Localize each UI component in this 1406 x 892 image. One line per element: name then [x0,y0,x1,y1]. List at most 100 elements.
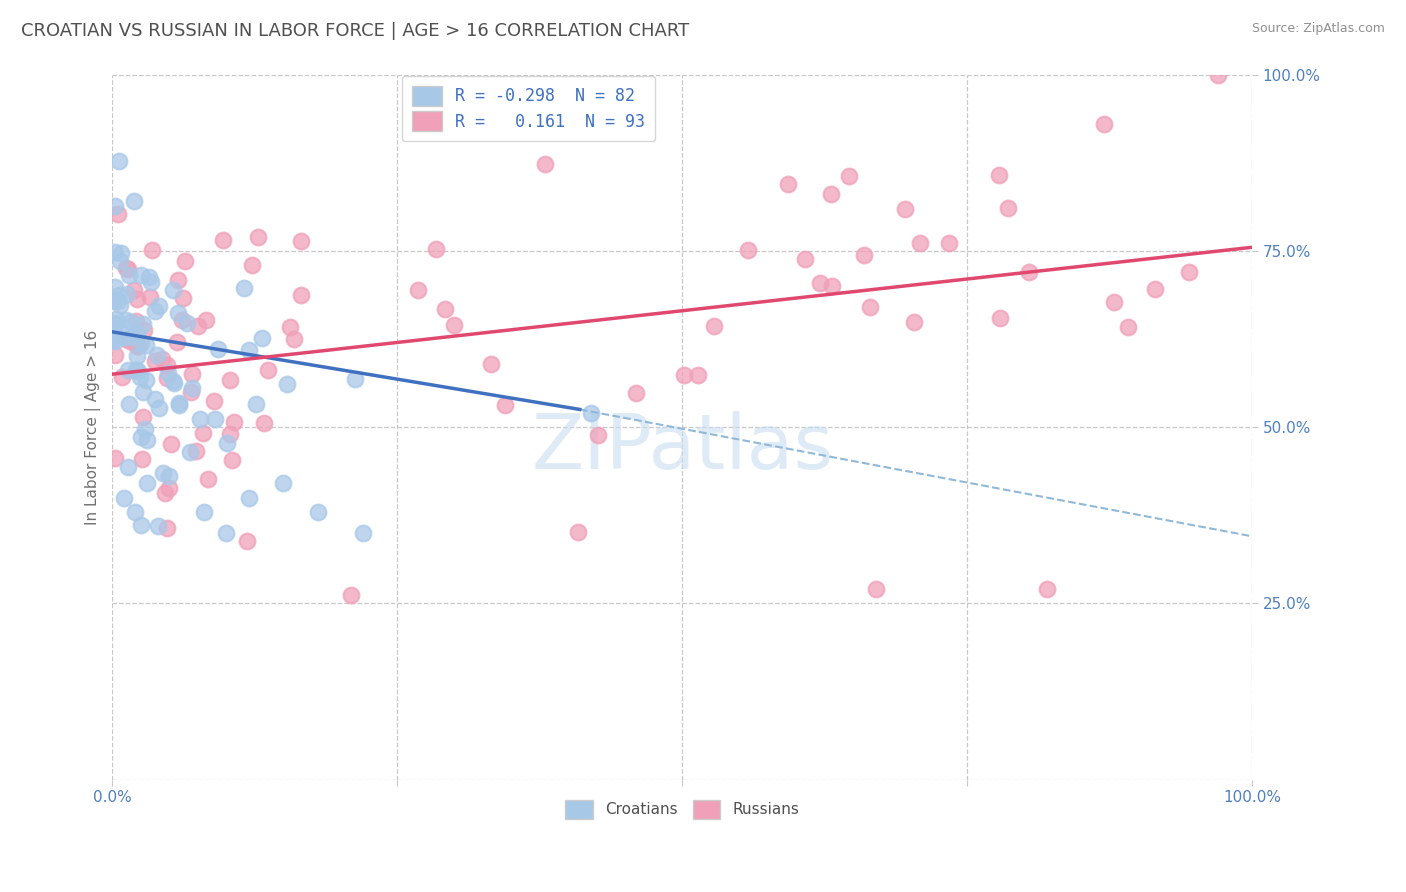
Point [167,398,190,412]
Point [159,436,181,450]
Point [129,268,152,282]
Point [104,334,127,348]
Point [108,287,131,301]
Point [111,369,134,384]
Point [156,521,179,535]
Point [204,412,226,426]
Point [406,283,429,297]
Point [903,315,925,329]
Point [207,342,229,356]
Point [180,384,202,399]
Point [245,397,267,411]
Point [155,371,177,385]
Point [122,283,145,297]
Point [115,286,138,301]
Point [838,169,860,183]
Point [104,244,127,259]
Point [852,248,875,262]
Point [702,318,724,333]
Point [125,339,148,353]
Point [425,242,447,256]
Point [1206,68,1229,82]
Point [117,363,139,377]
Point [150,351,173,366]
Point [938,235,960,250]
Point [821,279,844,293]
Point [166,334,188,349]
Point [188,412,211,426]
Point [997,201,1019,215]
Point [110,246,132,260]
Point [340,588,363,602]
Point [125,333,148,347]
Point [307,505,329,519]
Point [290,234,312,248]
Point [197,472,219,486]
Point [167,306,190,320]
Point [146,518,169,533]
Point [686,368,709,383]
Point [1143,283,1166,297]
Point [156,366,179,380]
Point [141,243,163,257]
Point [104,317,127,331]
Point [131,452,153,467]
Point [110,253,132,268]
Point [174,253,197,268]
Point [132,317,155,331]
Point [167,273,190,287]
Point [153,486,176,500]
Point [238,343,260,358]
Point [139,290,162,304]
Point [148,401,170,416]
Point [132,410,155,425]
Point [156,358,179,372]
Point [859,300,882,314]
Legend: Croatians, Russians: Croatians, Russians [560,794,806,825]
Point [128,370,150,384]
Point [276,376,298,391]
Point [108,153,131,168]
Point [135,338,157,352]
Point [135,373,157,387]
Point [219,426,242,441]
Point [170,313,193,327]
Point [195,313,218,327]
Point [143,353,166,368]
Point [141,275,163,289]
Point [273,476,295,491]
Point [120,315,142,329]
Point [127,339,149,353]
Point [136,433,159,447]
Point [108,298,131,312]
Point [1102,295,1125,310]
Point [808,277,831,291]
Point [794,252,817,267]
Point [148,299,170,313]
Point [104,333,127,347]
Point [240,258,263,272]
Point [117,460,139,475]
Point [988,168,1011,182]
Point [115,332,138,346]
Point [118,268,141,282]
Point [233,281,256,295]
Point [134,422,156,436]
Point [104,450,127,465]
Point [672,368,695,382]
Point [118,334,141,348]
Point [202,394,225,409]
Point [104,198,127,212]
Point [125,326,148,341]
Point [586,428,609,442]
Point [152,466,174,480]
Point [115,260,138,275]
Point [894,202,917,216]
Point [1116,320,1139,334]
Point [124,505,146,519]
Point [865,582,887,597]
Point [122,194,145,208]
Point [104,316,127,330]
Point [215,525,238,540]
Point [179,445,201,459]
